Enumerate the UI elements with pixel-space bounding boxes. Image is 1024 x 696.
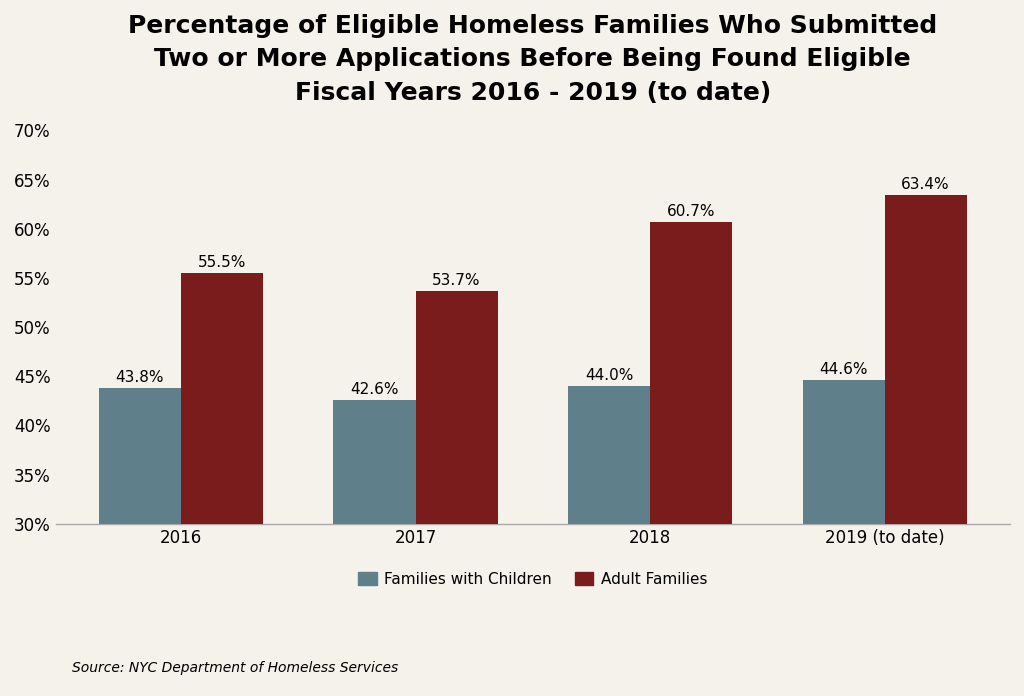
Text: 44.0%: 44.0% — [585, 368, 633, 383]
Bar — [650, 222, 732, 696]
Text: 43.8%: 43.8% — [116, 370, 164, 385]
Text: 55.5%: 55.5% — [198, 255, 246, 270]
Bar — [568, 386, 650, 696]
Text: 42.6%: 42.6% — [350, 382, 398, 397]
Bar — [416, 291, 498, 696]
Text: 53.7%: 53.7% — [432, 273, 481, 287]
Bar — [334, 400, 416, 696]
Bar — [99, 388, 181, 696]
Bar — [885, 196, 967, 696]
Bar — [181, 273, 263, 696]
Text: 63.4%: 63.4% — [901, 177, 950, 192]
Text: Source: NYC Department of Homeless Services: Source: NYC Department of Homeless Servi… — [72, 661, 398, 675]
Text: 44.6%: 44.6% — [819, 362, 867, 377]
Title: Percentage of Eligible Homeless Families Who Submitted
Two or More Applications : Percentage of Eligible Homeless Families… — [128, 14, 937, 105]
Text: 60.7%: 60.7% — [667, 204, 716, 219]
Legend: Families with Children, Adult Families: Families with Children, Adult Families — [358, 571, 708, 587]
Bar — [803, 380, 885, 696]
